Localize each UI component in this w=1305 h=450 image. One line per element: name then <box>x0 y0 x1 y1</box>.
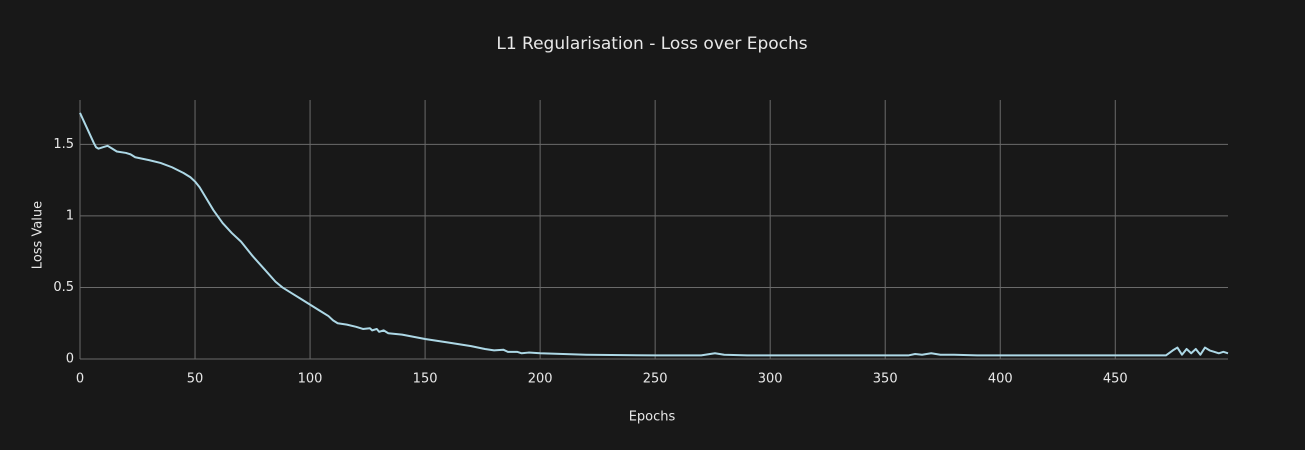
x-tick-label: 300 <box>758 372 783 387</box>
loss-line <box>79 112 1229 357</box>
y-tick-label: 0 <box>66 352 74 367</box>
x-tick-label: 150 <box>413 372 438 387</box>
x-tick-label: 400 <box>988 372 1013 387</box>
x-tick-label: 450 <box>1103 372 1128 387</box>
x-tick-label: 200 <box>528 372 553 387</box>
x-tick-label: 250 <box>643 372 668 387</box>
x-tick-label: 100 <box>298 372 323 387</box>
y-tick-label: 1 <box>66 208 74 223</box>
y-tick-label: 0.5 <box>53 280 74 295</box>
x-tick-label: 50 <box>187 372 204 387</box>
x-tick-label: 350 <box>873 372 898 387</box>
chart-title: L1 Regularisation - Loss over Epochs <box>496 34 807 54</box>
y-tick-label: 1.5 <box>53 137 74 152</box>
y-axis-label: Loss Value <box>31 201 46 269</box>
x-axis-label: Epochs <box>629 410 676 425</box>
x-tick-label: 0 <box>76 372 84 387</box>
